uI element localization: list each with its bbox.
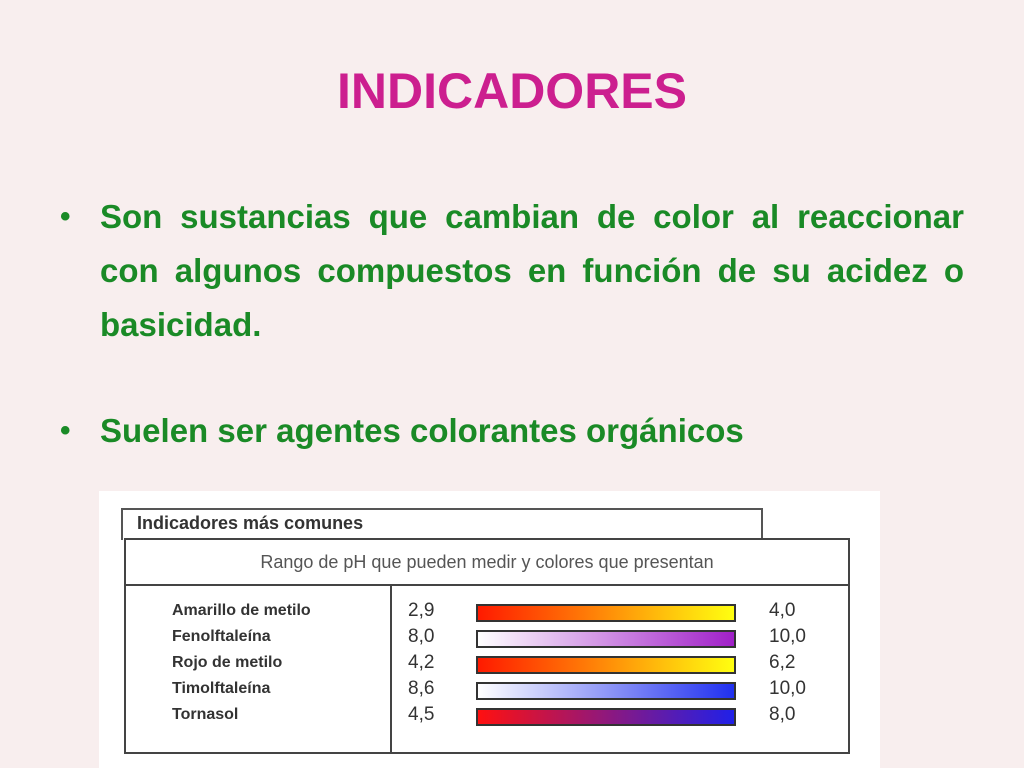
figure-title: Indicadores más comunes [137,513,364,533]
indicator-table: Rango de pH que pueden medir y colores q… [124,538,850,754]
indicator-name: Timolftaleína [172,680,271,697]
figure-subtitle: Rango de pH que pueden medir y colores q… [126,540,848,586]
figure-title-box: Indicadores más comunes [121,508,763,540]
ph-scales: 2,9 4,0 8,0 10,0 4,2 6,2 8,6 10,0 4,5 [402,598,842,728]
color-gradient-bar [476,682,736,700]
indicator-names: Amarillo de metilo Fenolftaleína Rojo de… [172,598,311,728]
bullet-item: • Son sustancias que cambian de color al… [60,190,964,352]
bullet-dot-icon: • [60,414,71,447]
ph-low: 2,9 [408,600,435,621]
ph-scale-row: 8,6 10,0 [402,676,842,702]
bullet-list: • Son sustancias que cambian de color al… [60,190,964,458]
ph-scale-row: 2,9 4,0 [402,598,842,624]
ph-low: 8,0 [408,626,435,647]
bullet-text: Suelen ser agentes colorantes orgánicos [100,412,744,449]
ph-low: 4,2 [408,652,435,673]
slide-title: INDICADORES [336,63,688,119]
indicator-name: Fenolftaleína [172,628,271,645]
bullet-item: • Suelen ser agentes colorantes orgánico… [60,404,964,458]
color-gradient-bar [476,656,736,674]
ph-scale-row: 4,5 8,0 [402,702,842,728]
ph-high: 8,0 [769,704,796,725]
color-gradient-bar [476,630,736,648]
ph-high: 10,0 [769,626,806,647]
color-gradient-bar [476,708,736,726]
ph-high: 10,0 [769,678,806,699]
bullet-dot-icon: • [60,200,71,233]
ph-low: 4,5 [408,704,435,725]
indicator-name: Rojo de metilo [172,654,283,671]
ph-high: 4,0 [769,600,796,621]
column-divider [390,586,392,752]
indicator-figure: Indicadores más comunes Rango de pH que … [99,491,880,768]
ph-scale-row: 4,2 6,2 [402,650,842,676]
ph-high: 6,2 [769,652,796,673]
bullet-text: Son sustancias que cambian de color al r… [100,198,964,343]
indicator-name: Amarillo de metilo [172,602,311,619]
color-gradient-bar [476,604,736,622]
ph-scale-row: 8,0 10,0 [402,624,842,650]
indicator-name: Tornasol [172,706,239,723]
ph-low: 8,6 [408,678,435,699]
